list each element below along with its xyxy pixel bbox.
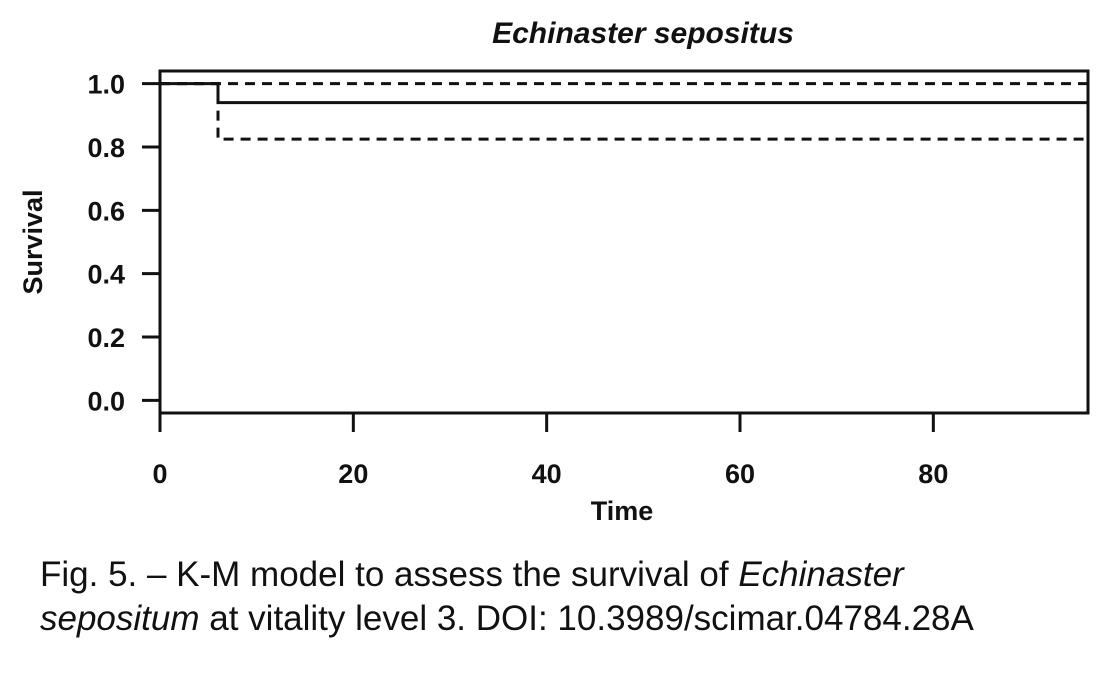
chart-title: Echinaster sepositus xyxy=(492,17,794,50)
series-estimate-line xyxy=(160,82,1088,105)
plot-frame xyxy=(158,69,1090,415)
x-tick-label: 60 xyxy=(725,459,755,489)
x-tick-label: 40 xyxy=(532,459,562,489)
caption-species-epithet: sepositum xyxy=(40,599,200,638)
x-tick-label: 80 xyxy=(918,459,948,489)
survival-chart: Echinaster sepositus 0.00.20.40.60.81.0 … xyxy=(18,17,1090,526)
y-axis: 0.0 0.2 0.4 0.6 0.8 1.0 xyxy=(87,70,160,416)
series-lower-line xyxy=(160,82,1088,141)
series-layer xyxy=(160,82,1088,141)
y-tick-label: 0.2 xyxy=(87,323,125,353)
x-axis-label: Time xyxy=(591,496,654,526)
y-tick-label: 0.6 xyxy=(87,196,125,226)
caption-suffix: at vitality level 3. DOI: 10.3989/scimar… xyxy=(199,599,974,638)
x-axis: 0 20 40 60 80 xyxy=(152,413,948,489)
caption-species-genus: Echinaster xyxy=(738,555,904,594)
caption-prefix: Fig. 5. – K-M model to assess the surviv… xyxy=(40,555,739,594)
x-tick-label: 20 xyxy=(338,459,368,489)
y-tick-label: 0.0 xyxy=(87,386,125,416)
y-tick-label: 0.4 xyxy=(87,260,125,290)
figure-caption: Fig. 5. – K-M model to assess the surviv… xyxy=(40,553,1090,641)
y-tick-label: 0.8 xyxy=(87,133,125,163)
y-tick-label: 1.0 xyxy=(87,70,125,100)
y-axis-label: Survival xyxy=(18,189,48,294)
x-tick-label: 0 xyxy=(152,459,167,489)
